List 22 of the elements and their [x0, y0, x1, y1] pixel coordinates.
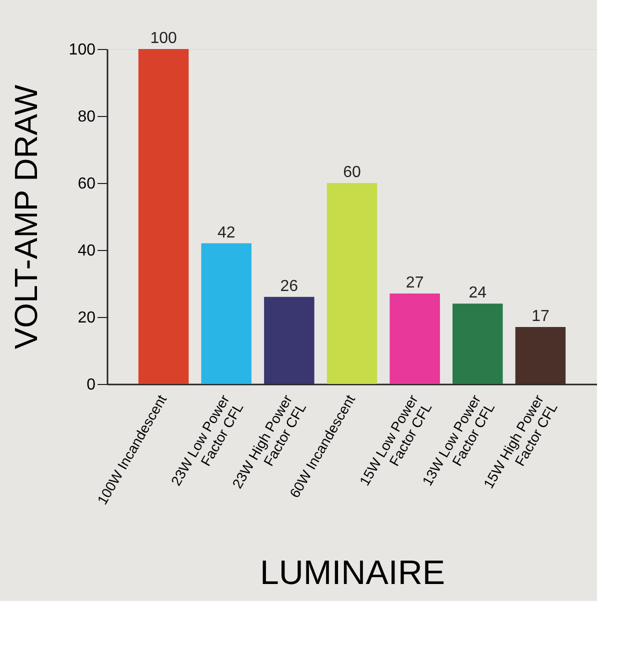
x-axis-title: LUMINAIRE — [260, 554, 446, 592]
y-tick-label: 100 — [68, 42, 96, 58]
y-tick-label: 60 — [78, 176, 96, 192]
data-label: 26 — [280, 278, 298, 295]
data-label: 27 — [406, 274, 424, 292]
y-tick-label: 0 — [86, 376, 96, 394]
bar — [515, 327, 566, 384]
y-axis-title: VOLT-AMP DRAW — [8, 84, 44, 350]
bar — [138, 49, 189, 384]
data-label: 100 — [150, 30, 177, 47]
data-label: 60 — [343, 164, 361, 181]
bar — [264, 296, 314, 384]
data-label: 24 — [468, 284, 487, 302]
bar — [452, 304, 503, 384]
y-tick-label: 20 — [78, 310, 96, 326]
bar — [201, 243, 252, 384]
bar — [390, 294, 440, 384]
data-label: 17 — [532, 308, 550, 326]
data-label: 42 — [217, 224, 236, 242]
y-tick-label: 40 — [78, 242, 96, 260]
bar — [326, 183, 378, 384]
y-tick-label: 80 — [78, 108, 96, 126]
